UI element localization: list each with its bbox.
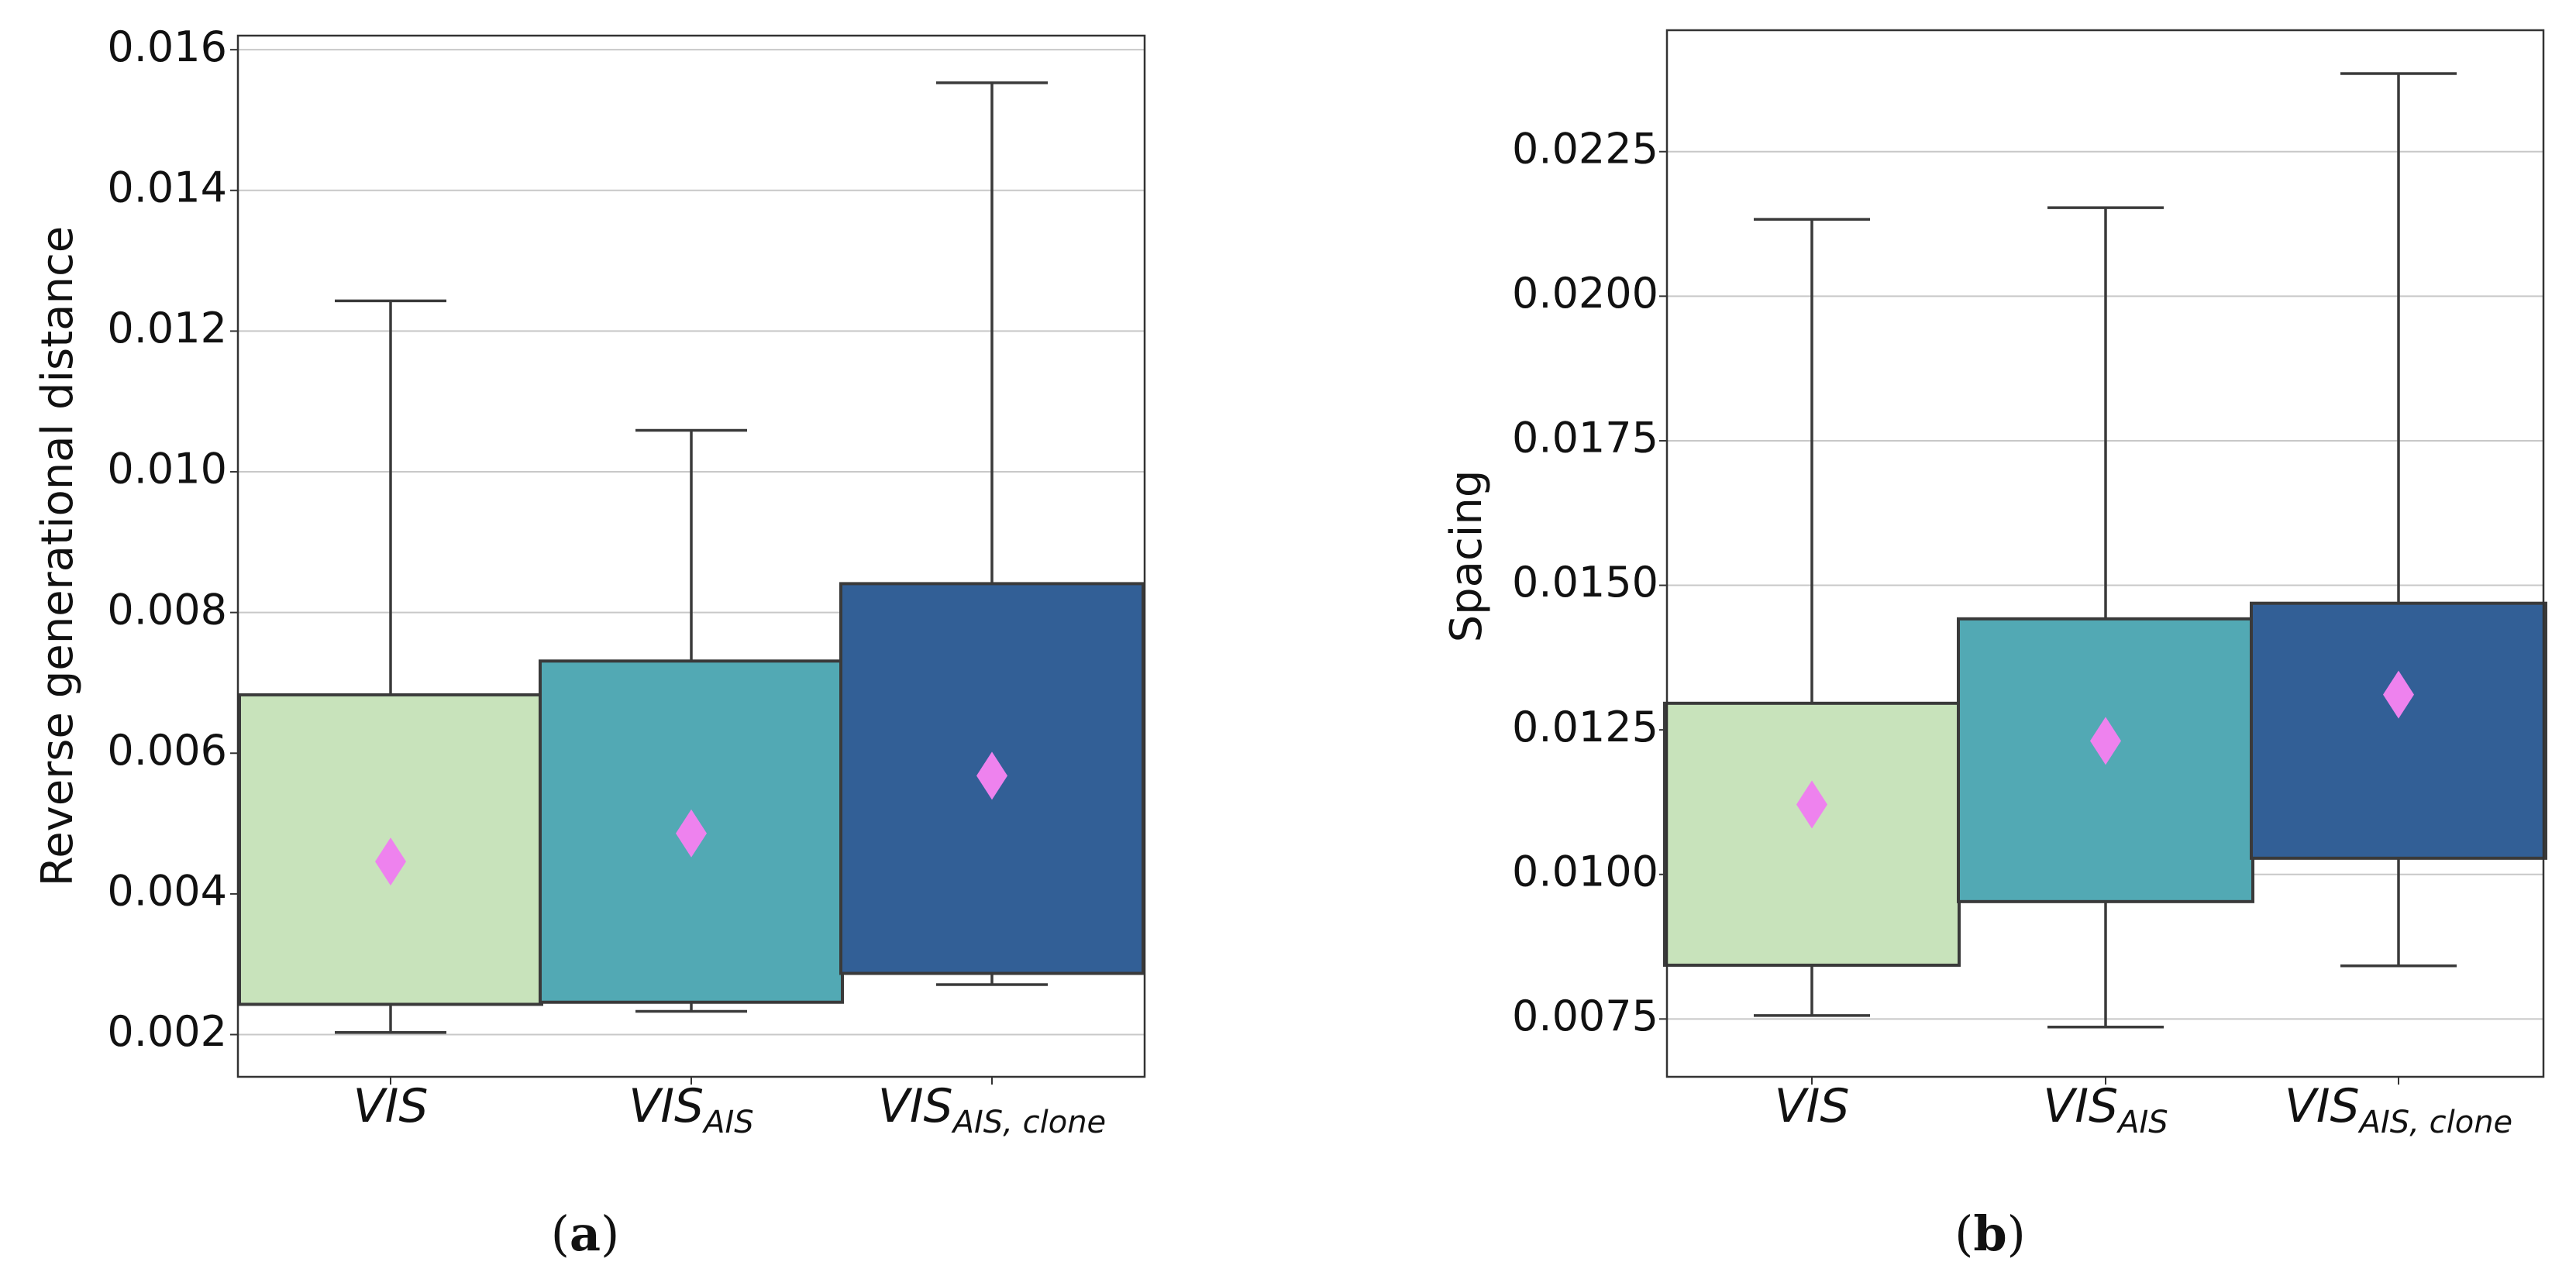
- category-base: VIS: [2043, 1079, 2118, 1133]
- y-tick-label: 0.0100: [1512, 847, 1658, 896]
- x-category-label: VIS: [353, 1079, 429, 1133]
- category-base: VIS: [1775, 1079, 1850, 1133]
- y-tick-label: 0.0175: [1512, 414, 1658, 462]
- y-axis-title: Reverse generational distance: [33, 226, 83, 886]
- caption-part: (: [1954, 1205, 1973, 1262]
- category-subscript: AIS: [701, 1105, 754, 1140]
- category-subscript: AIS, clone: [2357, 1105, 2513, 1140]
- x-category-label: VISAIS: [629, 1079, 753, 1140]
- mean-marker: [976, 751, 1007, 800]
- category-subscript: AIS, clone: [951, 1105, 1107, 1140]
- x-category-label: VISAIS: [2043, 1079, 2168, 1140]
- y-tick-label: 0.006: [107, 726, 227, 775]
- panel-caption: (b): [1954, 1205, 2026, 1262]
- caption-part: b: [1973, 1205, 2006, 1262]
- y-tick-label: 0.0125: [1512, 703, 1658, 751]
- y-tick-label: 0.004: [107, 867, 227, 916]
- mean-marker: [2383, 670, 2414, 719]
- caption-part: ): [2007, 1205, 2026, 1262]
- y-tick-label: 0.014: [107, 163, 227, 211]
- y-tick-label: 0.008: [107, 585, 227, 634]
- category-base: VIS: [2285, 1079, 2360, 1133]
- panel-a: 0.002 0.004 0.006 0.008 0.010 0.012 0.014 0.016…: [33, 22, 1146, 1262]
- box: [2250, 601, 2547, 860]
- box: [1663, 701, 1961, 967]
- category-subscript: AIS: [2116, 1105, 2168, 1140]
- y-axis-title: Spacing: [1441, 470, 1492, 643]
- y-tick-label: 0.002: [107, 1007, 227, 1056]
- y-tick-label: 0.010: [107, 445, 227, 493]
- y-tick-label: 0.0225: [1512, 124, 1658, 173]
- y-tick-label: 0.016: [107, 22, 227, 71]
- mean-marker: [2090, 717, 2121, 765]
- caption-part: a: [570, 1205, 601, 1262]
- mean-marker: [676, 809, 707, 858]
- y-tick-label: 0.012: [107, 304, 227, 352]
- caption-part: ): [601, 1205, 619, 1262]
- panel-caption: (a): [551, 1205, 620, 1262]
- category-base: VIS: [629, 1079, 704, 1133]
- category-base: VIS: [878, 1079, 953, 1133]
- y-tick-label: 0.0150: [1512, 558, 1658, 607]
- x-category-label: VISAIS, clone: [878, 1079, 1106, 1140]
- x-category-label: VISAIS, clone: [2285, 1079, 2512, 1140]
- caption-part: (: [551, 1205, 570, 1262]
- x-category-label: VIS: [1775, 1079, 1850, 1133]
- panel-b: 0.0075 0.0100 0.0125 0.0150 0.0175 0.0200 0.02…: [1441, 29, 2547, 1262]
- y-tick-label: 0.0200: [1512, 269, 1658, 318]
- category-base: VIS: [353, 1079, 429, 1133]
- mean-marker: [375, 837, 406, 886]
- y-tick-label: 0.0075: [1512, 992, 1658, 1040]
- mean-marker: [1796, 780, 1827, 829]
